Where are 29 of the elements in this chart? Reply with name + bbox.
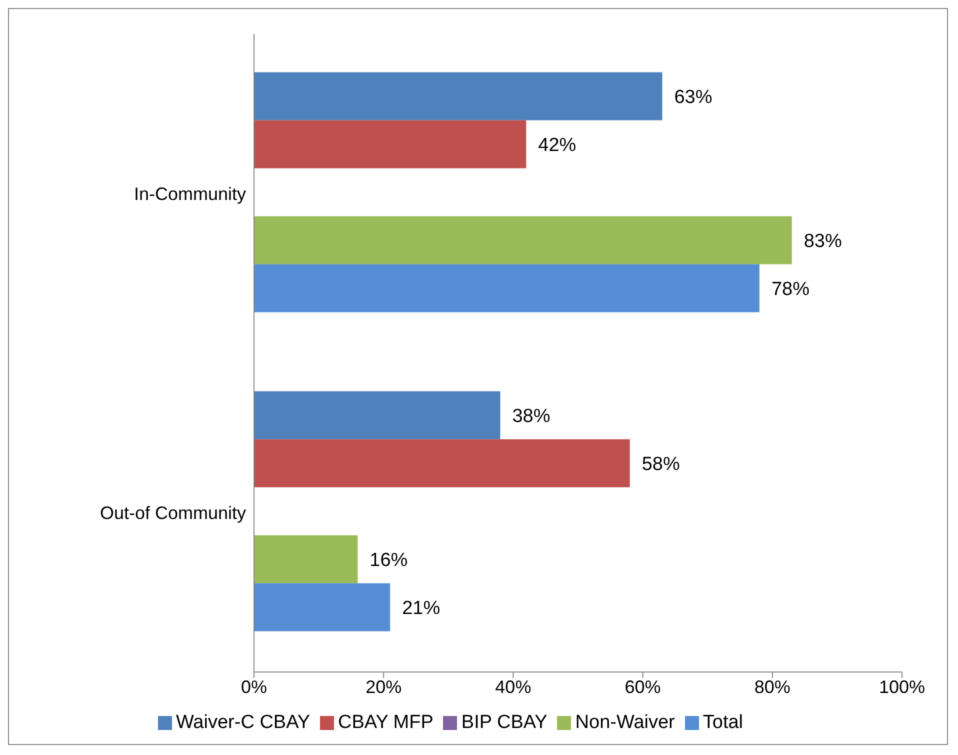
x-tick-label: 20%	[366, 676, 402, 697]
y-tick-label: Out-of Community	[100, 502, 246, 523]
x-tick-label: 80%	[754, 676, 790, 697]
legend-label: Waiver-C CBAY	[176, 712, 310, 733]
bar	[254, 439, 630, 488]
y-tick-label: In-Community	[134, 184, 246, 204]
data-label: 42%	[538, 135, 576, 156]
bar	[254, 120, 526, 168]
data-label: 38%	[512, 406, 550, 428]
x-tick-label: 0%	[240, 676, 268, 697]
data-label: 78%	[771, 279, 810, 300]
legend-label: CBAY MFP	[338, 712, 434, 733]
data-label: 16%	[370, 550, 408, 572]
data-label: 63%	[674, 87, 712, 108]
bar	[254, 391, 500, 440]
legend-label: Total	[702, 712, 744, 733]
data-label: 21%	[402, 598, 440, 620]
legend-label: Non-Waiver	[575, 712, 675, 733]
x-tick-label: 40%	[495, 676, 532, 697]
bar	[254, 216, 792, 264]
data-label: 58%	[642, 454, 680, 476]
bar	[254, 583, 390, 632]
bar	[254, 72, 662, 120]
bar	[254, 535, 358, 584]
x-tick-label: 100%	[878, 676, 926, 697]
x-tick-label: 60%	[624, 676, 661, 697]
bar	[254, 264, 760, 312]
data-label: 83%	[804, 231, 842, 252]
legend-label: BIP CBAY	[461, 712, 548, 733]
